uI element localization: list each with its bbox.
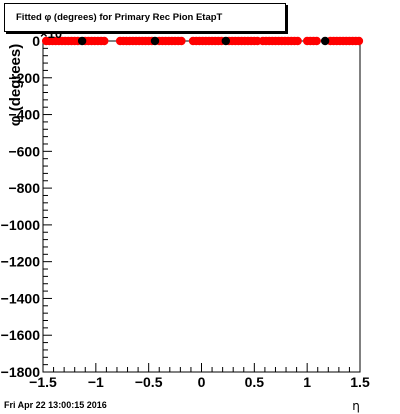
y-tick-label: −1000 bbox=[1, 217, 41, 233]
x-tick-label: 0.5 bbox=[245, 374, 265, 390]
data-points bbox=[41, 36, 364, 46]
y-tick-label: −200 bbox=[8, 70, 40, 86]
red-data-point bbox=[293, 36, 302, 46]
red-data-point bbox=[354, 36, 364, 46]
x-tick-label: 1.5 bbox=[350, 374, 370, 390]
y-axis-label: φ (degrees) bbox=[7, 44, 24, 126]
red-data-point bbox=[177, 36, 186, 46]
black-data-point bbox=[77, 36, 87, 46]
x-axis-label: η bbox=[352, 399, 360, 413]
y-tick-label: −1200 bbox=[1, 254, 41, 270]
y-tick-label: 0 bbox=[32, 33, 40, 49]
y-tick-label: −1400 bbox=[1, 290, 41, 306]
plot-border bbox=[42, 40, 361, 373]
timestamp-footer: Fri Apr 22 13:00:15 2016 bbox=[4, 400, 107, 410]
y-tick-label: −400 bbox=[8, 107, 40, 123]
y-tick-label: −1600 bbox=[1, 327, 41, 343]
x-axis: −1.5 −1 −0.5 0 0.5 1 1.5 bbox=[29, 363, 370, 390]
chart-title-box: Fitted φ (degrees) for Primary Rec Pion … bbox=[4, 3, 286, 32]
plot-frame bbox=[42, 40, 361, 373]
x-tick-label: 1 bbox=[303, 374, 311, 390]
black-data-point bbox=[150, 36, 160, 46]
y-axis: 0 −200 −400 −600 −800 −1000 −1200 −1400 −1600 −18… bbox=[1, 33, 52, 380]
x-tick-label: −0.5 bbox=[135, 374, 163, 390]
black-data-point bbox=[221, 36, 231, 46]
y-tick-label: −800 bbox=[8, 180, 40, 196]
chart-title: Fitted φ (degrees) for Primary Rec Pion … bbox=[16, 12, 223, 23]
x-tick-label: −1 bbox=[88, 374, 104, 390]
black-data-point bbox=[320, 36, 330, 46]
red-data-point bbox=[312, 36, 321, 46]
x-tick-label: −1.5 bbox=[29, 374, 57, 390]
x-tick-label: 0 bbox=[198, 374, 206, 390]
y-tick-label: −1800 bbox=[1, 364, 41, 380]
red-data-point bbox=[100, 36, 109, 46]
y-tick-label: −600 bbox=[8, 143, 40, 159]
